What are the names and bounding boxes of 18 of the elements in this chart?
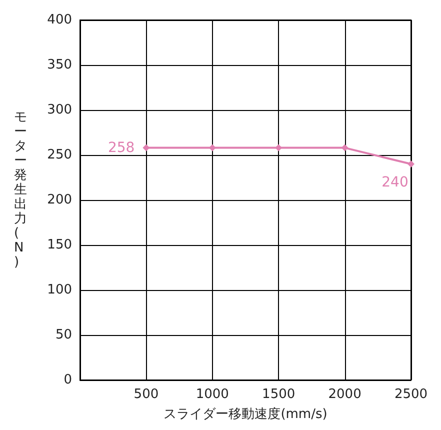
y-tick-label: 150 [47, 238, 72, 252]
text: モーター発生出力(N) [14, 110, 27, 270]
y-tick-label: 350 [47, 58, 72, 72]
x-tick-label: 2000 [328, 387, 362, 402]
data-label: 258 [108, 140, 135, 156]
y-tick-label: 200 [47, 192, 72, 208]
x-tick-label: 500 [134, 387, 159, 402]
x-axis-title: スライダー移動速度(mm/s) [164, 406, 328, 422]
y-tick-label: 300 [47, 102, 72, 118]
x-tick-label: 2500 [394, 387, 428, 402]
x-tick-label: 1000 [196, 387, 229, 402]
data-label: 240 [382, 174, 408, 190]
y-tick-label: 0 [64, 372, 72, 388]
y-tick-label: 400 [47, 12, 72, 28]
y-tick-label: 100 [47, 282, 72, 298]
x-tick-label: 1500 [262, 387, 296, 402]
y-tick-label: 250 [47, 148, 72, 162]
y-tick-label: 50 [55, 328, 72, 342]
